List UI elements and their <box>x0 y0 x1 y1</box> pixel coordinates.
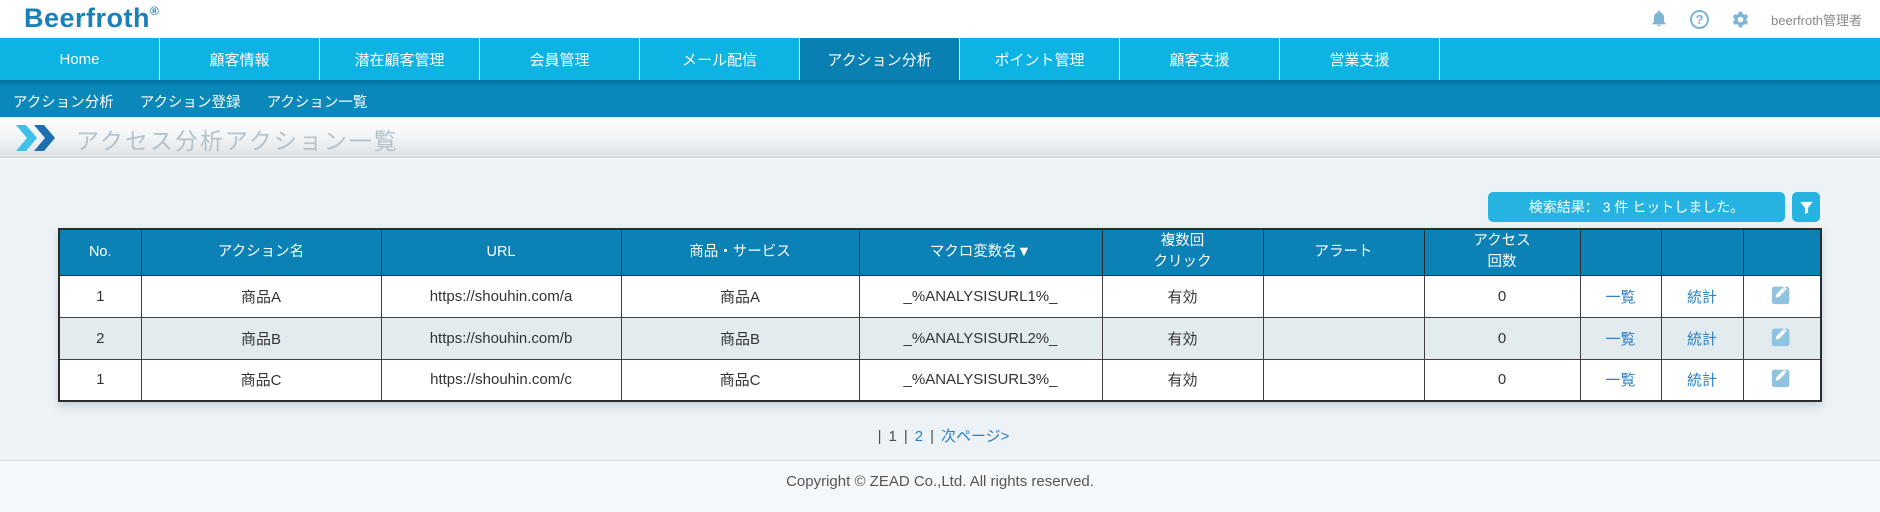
subnav-action-register[interactable]: アクション登録 <box>139 95 241 111</box>
page-title-band: アクセス分析アクション一覧 <box>0 117 1880 158</box>
sub-nav: アクション分析 アクション登録 アクション一覧 <box>0 86 1880 117</box>
filter-button[interactable] <box>1792 192 1820 222</box>
cell-multi-click: 有効 <box>1101 274 1264 318</box>
cell-action-name: 商品B <box>140 316 382 360</box>
filter-icon <box>1799 201 1813 214</box>
col-alert: アラート <box>1262 228 1425 276</box>
edit-icon[interactable] <box>1771 367 1792 388</box>
page-footer: Copyright © ZEAD Co.,Ltd. All rights res… <box>0 460 1880 512</box>
cell-alert <box>1262 274 1425 318</box>
cell-product: 商品A <box>620 274 860 318</box>
edit-icon[interactable] <box>1771 284 1792 305</box>
col-list <box>1579 228 1662 276</box>
cell-no: 2 <box>58 316 142 360</box>
cell-product: 商品B <box>620 316 860 360</box>
page-title: アクセス分析アクション一覧 <box>76 128 399 154</box>
main-content: 検索結果： 3 件 ヒットしました。 No. アクション名 URL 商品・サービ… <box>0 159 1880 460</box>
pagination-separator: | <box>877 428 882 445</box>
copyright-text: Copyright © ZEAD Co.,Ltd. All rights res… <box>786 473 1094 490</box>
logo-text: Beerfroth <box>24 3 151 33</box>
tab-prospect-management[interactable]: 潜在顧客管理 <box>320 38 480 80</box>
app-header: Beerfroth® ? beerfroth管理者 <box>0 0 1880 38</box>
cell-no: 1 <box>58 358 142 402</box>
col-url: URL <box>380 228 622 276</box>
cell-alert <box>1262 316 1425 360</box>
cell-alert <box>1262 358 1425 402</box>
gear-icon[interactable] <box>1730 9 1751 30</box>
pagination-current-page: 1 <box>888 428 897 445</box>
cell-macro-variable: _%ANALYSISURL1%_ <box>858 274 1103 318</box>
subnav-action-list[interactable]: アクション一覧 <box>266 95 368 111</box>
tab-mail-delivery[interactable]: メール配信 <box>640 38 800 80</box>
col-edit <box>1742 228 1822 276</box>
col-macro-variable-sort[interactable]: マクロ変数名▼ <box>858 228 1103 276</box>
pagination: | 1 | 2 | 次ページ> <box>0 425 1880 446</box>
tab-member-management[interactable]: 会員管理 <box>480 38 640 80</box>
tab-sales-support[interactable]: 営業支援 <box>1280 38 1440 80</box>
tab-action-analysis[interactable]: アクション分析 <box>800 38 960 80</box>
cell-action-name: 商品A <box>140 274 382 318</box>
help-icon[interactable]: ? <box>1689 9 1710 30</box>
tab-customer-info[interactable]: 顧客情報 <box>160 38 320 80</box>
logged-in-user: beerfroth管理者 <box>1771 12 1863 28</box>
table-row: 1 商品C https://shouhin.com/c 商品C _%ANALYS… <box>58 358 1822 402</box>
list-link[interactable]: 一覧 <box>1605 330 1636 348</box>
cell-url: https://shouhin.com/c <box>380 358 622 402</box>
logo-registered-mark: ® <box>150 4 160 18</box>
col-stats <box>1660 228 1744 276</box>
subnav-action-analysis[interactable]: アクション分析 <box>13 95 114 111</box>
cell-action-name: 商品C <box>140 358 382 402</box>
cell-product: 商品C <box>620 358 860 402</box>
cell-no: 1 <box>58 274 142 318</box>
bell-icon[interactable] <box>1648 9 1669 30</box>
cell-macro-variable: _%ANALYSISURL2%_ <box>858 316 1103 360</box>
pagination-page-2[interactable]: 2 <box>914 428 924 445</box>
cell-access-count: 0 <box>1423 316 1581 360</box>
pagination-separator: | <box>903 428 908 445</box>
action-list-table: No. アクション名 URL 商品・サービス マクロ変数名▼ 複数回 クリック … <box>58 228 1822 402</box>
col-multi-click: 複数回 クリック <box>1101 228 1264 276</box>
table-row: 1 商品A https://shouhin.com/a 商品A _%ANALYS… <box>58 274 1822 318</box>
edit-icon[interactable] <box>1771 326 1792 347</box>
help-glyph: ? <box>1695 11 1704 27</box>
col-access-count: アクセス 回数 <box>1423 228 1581 276</box>
cell-access-count: 0 <box>1423 358 1581 402</box>
cell-multi-click: 有効 <box>1101 358 1264 402</box>
col-no: No. <box>58 228 142 276</box>
pagination-next-link[interactable]: 次ページ> <box>940 428 1010 445</box>
list-link[interactable]: 一覧 <box>1605 372 1636 390</box>
tab-home[interactable]: Home <box>0 38 160 80</box>
col-product-service: 商品・サービス <box>620 228 860 276</box>
table-row: 2 商品B https://shouhin.com/b 商品B _%ANALYS… <box>58 316 1822 360</box>
cell-multi-click: 有効 <box>1101 316 1264 360</box>
main-nav: Home 顧客情報 潜在顧客管理 会員管理 メール配信 アクション分析 ポイント… <box>0 38 1880 80</box>
nav-shadow <box>0 80 1880 86</box>
cell-url: https://shouhin.com/a <box>380 274 622 318</box>
list-link[interactable]: 一覧 <box>1605 288 1636 306</box>
stats-link[interactable]: 統計 <box>1686 372 1717 390</box>
stats-link[interactable]: 統計 <box>1686 330 1717 348</box>
cell-macro-variable: _%ANALYSISURL3%_ <box>858 358 1103 402</box>
stats-link[interactable]: 統計 <box>1686 288 1717 306</box>
tab-customer-support[interactable]: 顧客支援 <box>1120 38 1280 80</box>
header-utilities: ? beerfroth管理者 <box>1648 0 1862 38</box>
cell-access-count: 0 <box>1423 274 1581 318</box>
double-chevron-icon <box>16 125 55 151</box>
col-action-name: アクション名 <box>140 228 382 276</box>
search-result-badge: 検索結果： 3 件 ヒットしました。 <box>1488 192 1785 222</box>
table-header-row: No. アクション名 URL 商品・サービス マクロ変数名▼ 複数回 クリック … <box>58 228 1822 276</box>
tab-point-management[interactable]: ポイント管理 <box>960 38 1120 80</box>
cell-url: https://shouhin.com/b <box>380 316 622 360</box>
app-logo[interactable]: Beerfroth® <box>24 3 159 34</box>
pagination-separator: | <box>930 428 934 445</box>
